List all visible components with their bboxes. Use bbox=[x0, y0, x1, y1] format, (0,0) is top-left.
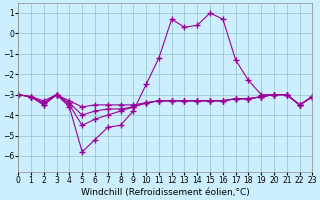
X-axis label: Windchill (Refroidissement éolien,°C): Windchill (Refroidissement éolien,°C) bbox=[81, 188, 250, 197]
